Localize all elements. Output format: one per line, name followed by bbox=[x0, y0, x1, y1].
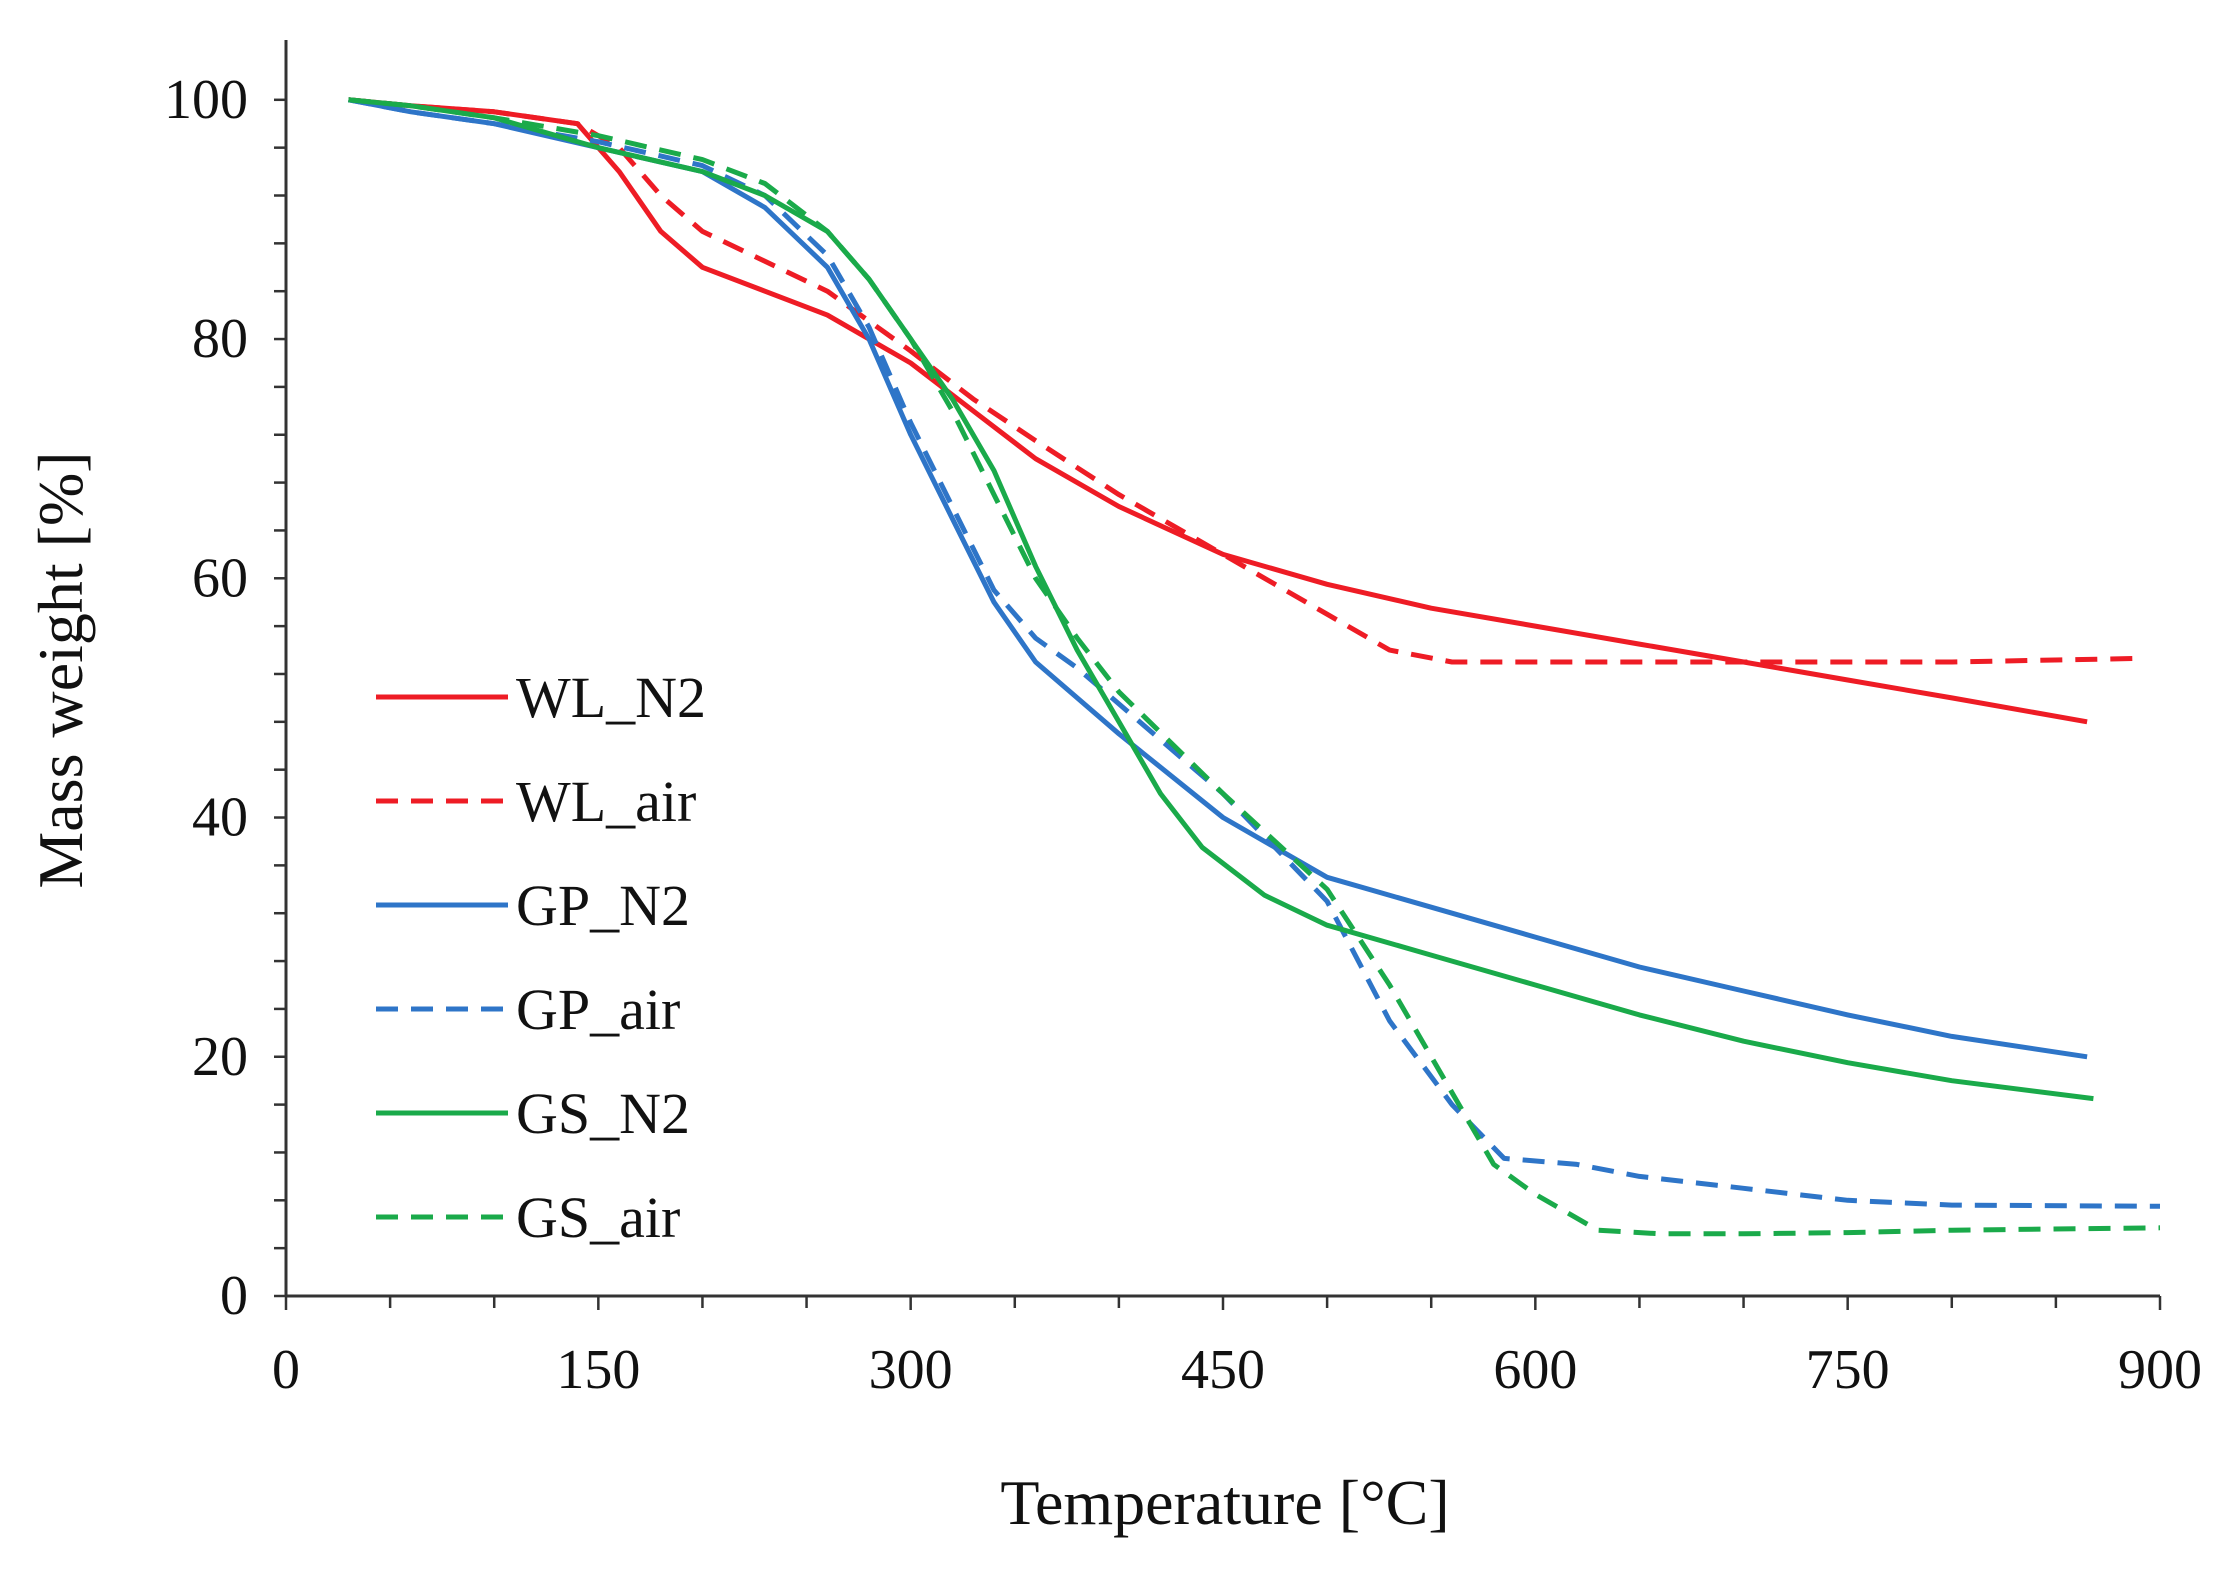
legend-label-gp-n2: GP_N2 bbox=[516, 873, 690, 938]
y-tick-label: 20 bbox=[192, 1026, 248, 1088]
legend-label-wl-n2: WL_N2 bbox=[516, 665, 706, 730]
legend-label-gs-n2: GS_N2 bbox=[516, 1081, 690, 1146]
x-tick-label: 150 bbox=[556, 1339, 640, 1401]
y-axis-title: Mass weight [%] bbox=[25, 451, 96, 888]
x-axis-title: Temperature [°C] bbox=[1000, 1467, 1449, 1538]
series-line-gs-air bbox=[348, 97, 2161, 1237]
x-tick-label: 450 bbox=[1181, 1339, 1265, 1401]
y-tick-label: 60 bbox=[192, 547, 248, 609]
y-tick-label: 100 bbox=[164, 69, 248, 131]
x-tick-label: 0 bbox=[272, 1339, 300, 1401]
series-line-gp-air bbox=[348, 97, 2161, 1209]
legend-label-gs-air: GS_air bbox=[516, 1185, 680, 1250]
x-tick-label: 900 bbox=[2118, 1339, 2202, 1401]
x-tick-label: 750 bbox=[1806, 1339, 1890, 1401]
y-tick-label: 0 bbox=[220, 1265, 248, 1327]
series-line-wl-n2 bbox=[348, 97, 2088, 725]
axes-layer: 0 20 40 60 80 100 0 150 300 450 600 750 900 bbox=[164, 40, 2202, 1401]
y-tick-label: 40 bbox=[192, 787, 248, 849]
series-line-gs-n2 bbox=[348, 97, 2094, 1102]
series-line-wl-air bbox=[348, 97, 2140, 665]
legend-label-gp-air: GP_air bbox=[516, 977, 680, 1042]
x-tick-label: 600 bbox=[1493, 1339, 1577, 1401]
legend-label-wl-air: WL_air bbox=[516, 769, 696, 834]
y-tick-label: 80 bbox=[192, 308, 248, 370]
legend: WL_N2 WL_air GP_N2 GP_air GS_N2 GS_air bbox=[376, 665, 706, 1250]
series-layer bbox=[348, 97, 2161, 1237]
x-tick-label: 300 bbox=[869, 1339, 953, 1401]
